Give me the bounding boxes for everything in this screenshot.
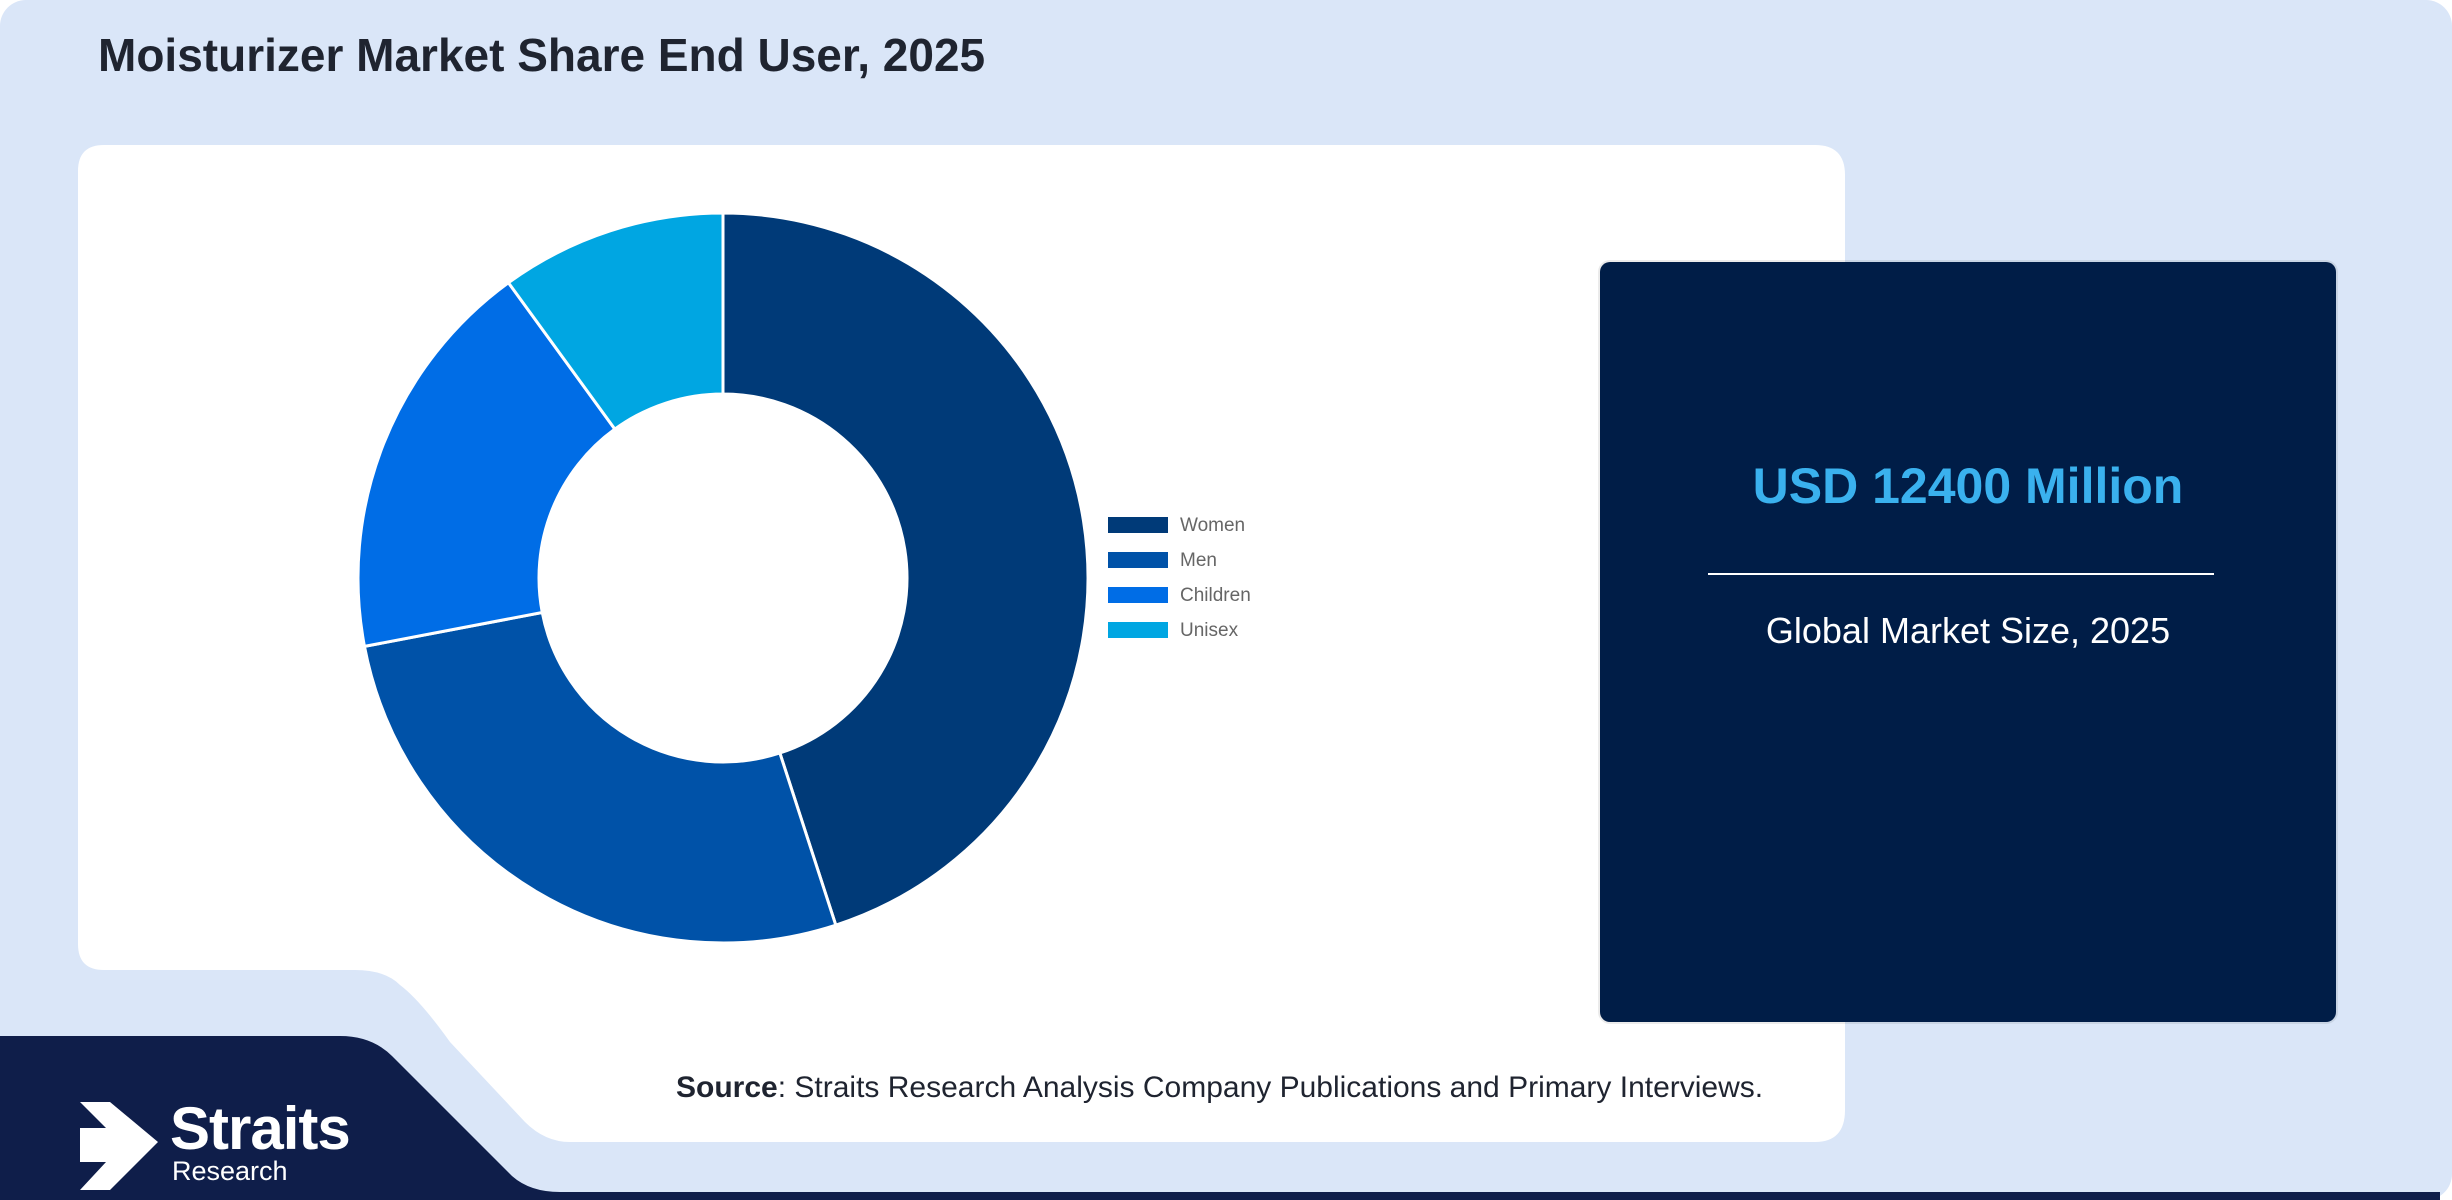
footer-band — [0, 1036, 2440, 1200]
legend-label-children: Children — [1180, 585, 1251, 606]
slice-women — [721, 211, 1090, 928]
logo-wordmark: Straits — [170, 1095, 351, 1162]
logo-arrow-icon — [80, 1102, 158, 1190]
market-size-value: USD 12400 Million — [1752, 458, 2184, 514]
legend-swatch-children — [1108, 587, 1168, 603]
slice-men — [362, 610, 838, 945]
source-label: Source — [676, 1071, 778, 1104]
legend-label-men: Men — [1180, 550, 1217, 571]
legend-swatch-unisex — [1108, 622, 1168, 638]
legend-label-unisex: Unisex — [1180, 620, 1239, 641]
slice-children — [356, 280, 617, 649]
legend-swatch-women — [1108, 517, 1168, 533]
stat-divider — [1708, 573, 2214, 575]
legend-label-women: Women — [1180, 515, 1245, 536]
market-size-caption: Global Market Size, 2025 — [1765, 610, 2171, 651]
straits-logo: Straits Research — [80, 1095, 400, 1190]
market-size-card: USD 12400 Million Global Market Size, 20… — [1600, 262, 2336, 1022]
legend-swatch-men — [1108, 552, 1168, 568]
page-title: Moisturizer Market Share End User, 2025 — [98, 29, 986, 81]
slice-unisex — [506, 211, 725, 432]
logo-subtitle: Research — [172, 1156, 288, 1186]
source-text: : Straits Research Analysis Company Publ… — [777, 1071, 1764, 1104]
source-note: Source: Straits Research Analysis Compan… — [676, 1071, 1763, 1105]
